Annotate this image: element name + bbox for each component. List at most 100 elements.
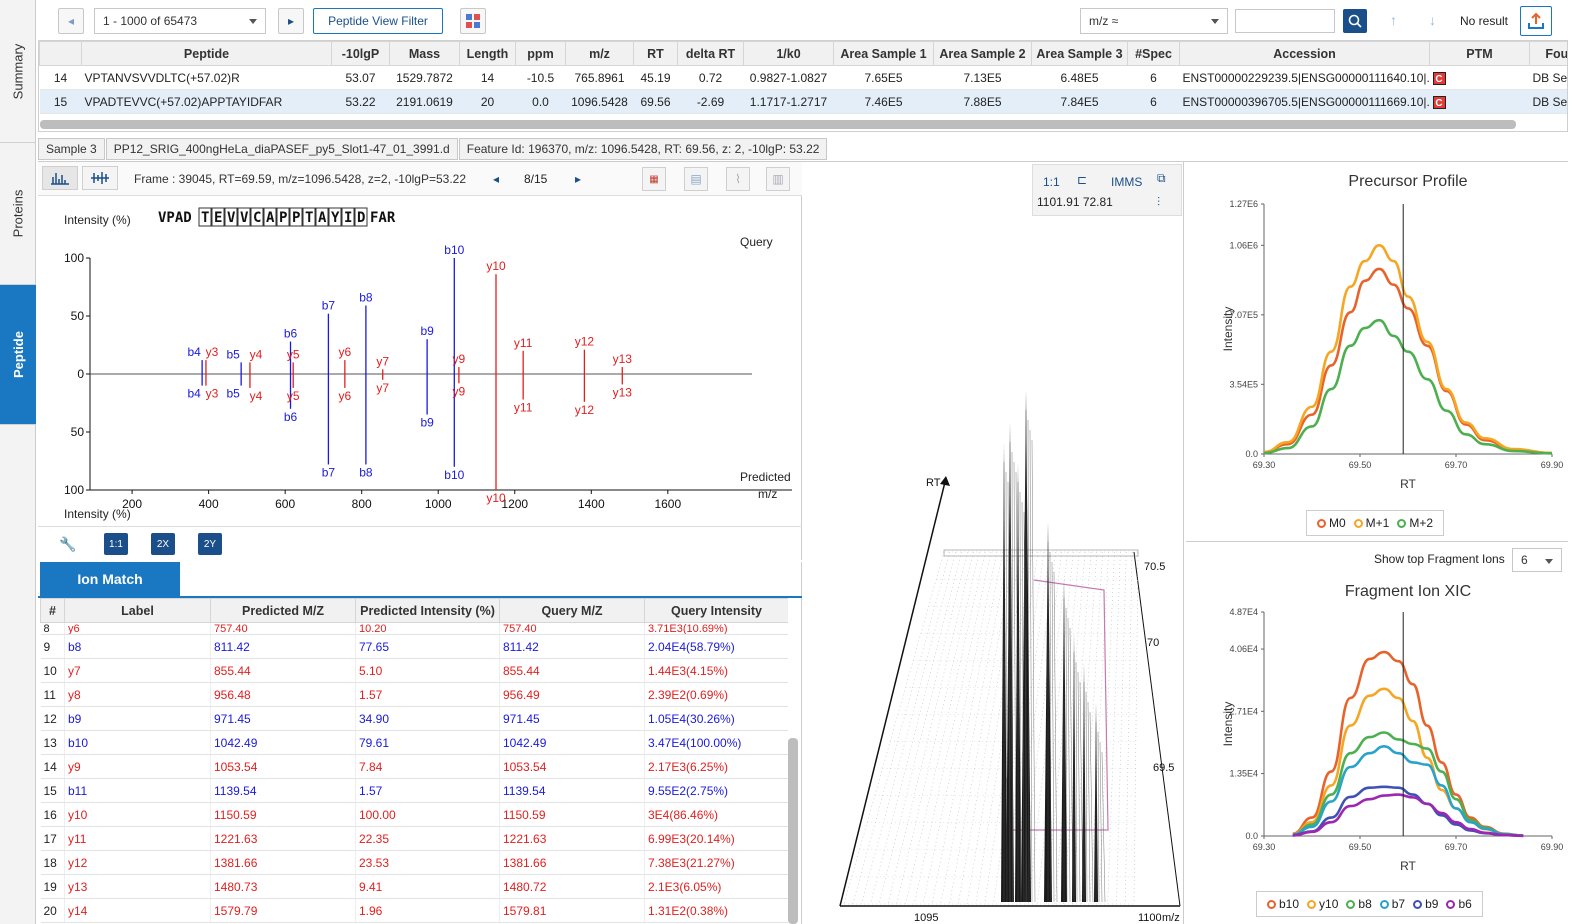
- ion-col-header-4[interactable]: Query M/Z: [499, 598, 645, 623]
- spectrum-view-button[interactable]: [42, 166, 78, 190]
- horizontal-scrollbar[interactable]: [40, 120, 1516, 129]
- ion-col-header-0[interactable]: #: [40, 598, 65, 623]
- search-input[interactable]: [1235, 9, 1335, 33]
- ion-row[interactable]: 16 y10 1150.59 100.00 1150.59 3E4(86.46%): [40, 802, 788, 827]
- ion-row[interactable]: 15 b11 1139.54 1.57 1139.54 9.55E2(2.75%): [40, 778, 788, 803]
- line-chart-button[interactable]: ⌇: [726, 167, 750, 191]
- breadcrumb-sample[interactable]: Sample 3: [38, 138, 105, 160]
- series-line-M+2[interactable]: [1263, 318, 1553, 455]
- legend-item-b9[interactable]: b9: [1413, 897, 1438, 911]
- search-mode-select[interactable]: m/z ≈: [1080, 8, 1228, 34]
- ion-row[interactable]: 19 y13 1480.73 9.41 1480.72 2.1E3(6.05%): [40, 874, 788, 899]
- compare-button[interactable]: ▦: [642, 167, 666, 191]
- ion-col-header-3[interactable]: Predicted Intensity (%): [355, 598, 500, 623]
- ratio-button[interactable]: 1:1: [1043, 175, 1060, 189]
- ion-row[interactable]: 9 b8 811.42 77.65 811.42 2.04E4(58.79%): [40, 634, 788, 659]
- peptide-view-filter-button[interactable]: Peptide View Filter: [313, 8, 443, 34]
- ion-row[interactable]: 14 y9 1053.54 7.84 1053.54 2.17E3(6.25%): [40, 754, 788, 779]
- ion-row[interactable]: 11 y8 956.48 1.57 956.49 2.39E2(0.69%): [40, 682, 788, 707]
- prev-page-button[interactable]: ◂: [58, 8, 84, 34]
- col-header-10[interactable]: Area Sample 2: [933, 41, 1032, 66]
- col-header-8[interactable]: 1/k0: [743, 41, 834, 66]
- vertical-scrollbar[interactable]: [788, 738, 798, 924]
- table-row[interactable]: 15 VPADTEVVC(+57.02)APPTAYIDFAR 53.22 2191.…: [39, 89, 1567, 114]
- series-line-y10[interactable]: [1292, 687, 1524, 837]
- table-row[interactable]: 14 VPTANVSVVDLTC(+57.02)R 53.07 1529.7872 14…: [39, 65, 1567, 90]
- col-header-1[interactable]: -10lgP: [331, 41, 390, 66]
- col-header-2[interactable]: Mass: [389, 41, 460, 66]
- legend-item-M0[interactable]: M0: [1317, 516, 1346, 530]
- export-image-icon[interactable]: ⧉: [1157, 171, 1166, 185]
- col-header-0[interactable]: Peptide: [81, 41, 332, 66]
- col-header-5[interactable]: m/z: [565, 41, 634, 66]
- show-top-fragment-select[interactable]: 6: [1512, 548, 1562, 572]
- page-range-select[interactable]: 1 - 1000 of 65473: [94, 8, 266, 34]
- col-header-6[interactable]: RT: [633, 41, 678, 66]
- breadcrumb-file[interactable]: PP12_SRIG_400ngHeLa_diaPASEF_py5_Slot1-4…: [105, 138, 458, 160]
- sliders-icon[interactable]: ⫶: [1157, 195, 1161, 209]
- ion-row[interactable]: 12 b9 971.45 34.90 971.45 1.05E4(30.26%): [40, 706, 788, 731]
- ion-row[interactable]: 13 b10 1042.49 79.61 1042.49 3.47E4(100.00%): [40, 730, 788, 755]
- zoom-2y-button[interactable]: 2Y: [198, 533, 222, 555]
- ion-cell-n: 12: [40, 706, 65, 731]
- search-button[interactable]: [1343, 9, 1367, 33]
- legend-item-b10[interactable]: b10: [1267, 897, 1299, 911]
- ion-cell-label: b10: [64, 730, 211, 755]
- col-header-4[interactable]: ppm: [515, 41, 566, 66]
- col-header-11[interactable]: Area Sample 3: [1031, 41, 1128, 66]
- ion-row[interactable]: 10 y7 855.44 5.10 855.44 1.44E3(4.15%): [40, 658, 788, 683]
- ion-row[interactable]: 17 y11 1221.63 22.35 1221.63 6.99E3(20.14%): [40, 826, 788, 851]
- tab-summary[interactable]: Summary: [0, 0, 36, 143]
- grid-line: [940, 551, 1009, 905]
- ion-col-header-1[interactable]: Label: [64, 598, 211, 623]
- axis-toggle-icon[interactable]: ⊏: [1077, 173, 1088, 187]
- next-frame-button[interactable]: ▸: [566, 167, 590, 191]
- col-header-12[interactable]: #Spec: [1127, 41, 1180, 66]
- legend-item-b8[interactable]: b8: [1346, 897, 1372, 911]
- residue-box: [341, 207, 355, 227]
- tab-ion-match[interactable]: Ion Match: [40, 562, 180, 596]
- legend-item-y10[interactable]: y10: [1307, 897, 1338, 911]
- settings-button[interactable]: 🔧: [56, 532, 80, 556]
- legend-item-M+2[interactable]: M+2: [1397, 516, 1433, 530]
- next-page-button[interactable]: ▸: [278, 8, 304, 34]
- col-header-13[interactable]: Accession: [1179, 41, 1430, 66]
- ion-row[interactable]: 8 y6 757.40 10.20 757.40 3.71E3(10.69%): [40, 622, 788, 635]
- arrow-down-icon[interactable]: ↓: [1429, 12, 1436, 28]
- ion-col-header-5[interactable]: Query Intensity: [644, 598, 788, 623]
- peak-trail: [1023, 511, 1028, 903]
- series-line-M+1[interactable]: [1263, 244, 1553, 455]
- compare-icon: ▦: [649, 173, 659, 185]
- imms-button[interactable]: IMMS: [1111, 175, 1143, 189]
- export-button[interactable]: [1520, 6, 1552, 36]
- col-header-3[interactable]: Length: [459, 41, 516, 66]
- column-settings-button[interactable]: [460, 8, 486, 34]
- bar-chart-button[interactable]: ▥: [766, 167, 790, 191]
- series-line-b7[interactable]: [1292, 745, 1524, 837]
- zoom-1-1-button[interactable]: 1:1: [104, 533, 128, 555]
- legend-item-b7[interactable]: b7: [1379, 897, 1405, 911]
- ion-row[interactable]: 20 y14 1579.79 1.96 1579.81 1.31E2(0.38%): [40, 898, 788, 923]
- legend-item-b6[interactable]: b6: [1446, 897, 1472, 911]
- arrow-up-icon[interactable]: ↑: [1390, 12, 1397, 28]
- tab-proteins-label: Proteins: [10, 189, 26, 238]
- grid-line: [1063, 551, 1092, 905]
- ion-row[interactable]: 18 y12 1381.66 23.53 1381.66 7.38E3(21.27%): [40, 850, 788, 875]
- table-view-button[interactable]: ▤: [684, 167, 708, 191]
- legend-item-M+1[interactable]: M+1: [1353, 516, 1389, 530]
- zoom-2x-button[interactable]: 2X: [151, 533, 175, 555]
- tab-proteins[interactable]: Proteins: [0, 143, 36, 285]
- ion-cell-label: b11: [64, 778, 211, 803]
- col-header-7[interactable]: delta RT: [677, 41, 744, 66]
- series-line-b6[interactable]: [1292, 793, 1524, 838]
- prev-frame-button[interactable]: ◂: [484, 167, 508, 191]
- ion-col-header-2[interactable]: Predicted M/Z: [210, 598, 356, 623]
- tab-peptide[interactable]: Peptide: [0, 285, 36, 425]
- col-header-14[interactable]: PTM: [1429, 41, 1530, 66]
- residue-box: [198, 207, 212, 227]
- col-header-9[interactable]: Area Sample 1: [833, 41, 934, 66]
- ion-cell-qint: 2.17E3(6.25%): [644, 754, 788, 779]
- mirror-view-button[interactable]: [82, 166, 118, 190]
- breadcrumb-feature[interactable]: Feature Id: 196370, m/z: 1096.5428, RT: …: [458, 138, 828, 160]
- col-header-15[interactable]: Found: [1529, 41, 1567, 66]
